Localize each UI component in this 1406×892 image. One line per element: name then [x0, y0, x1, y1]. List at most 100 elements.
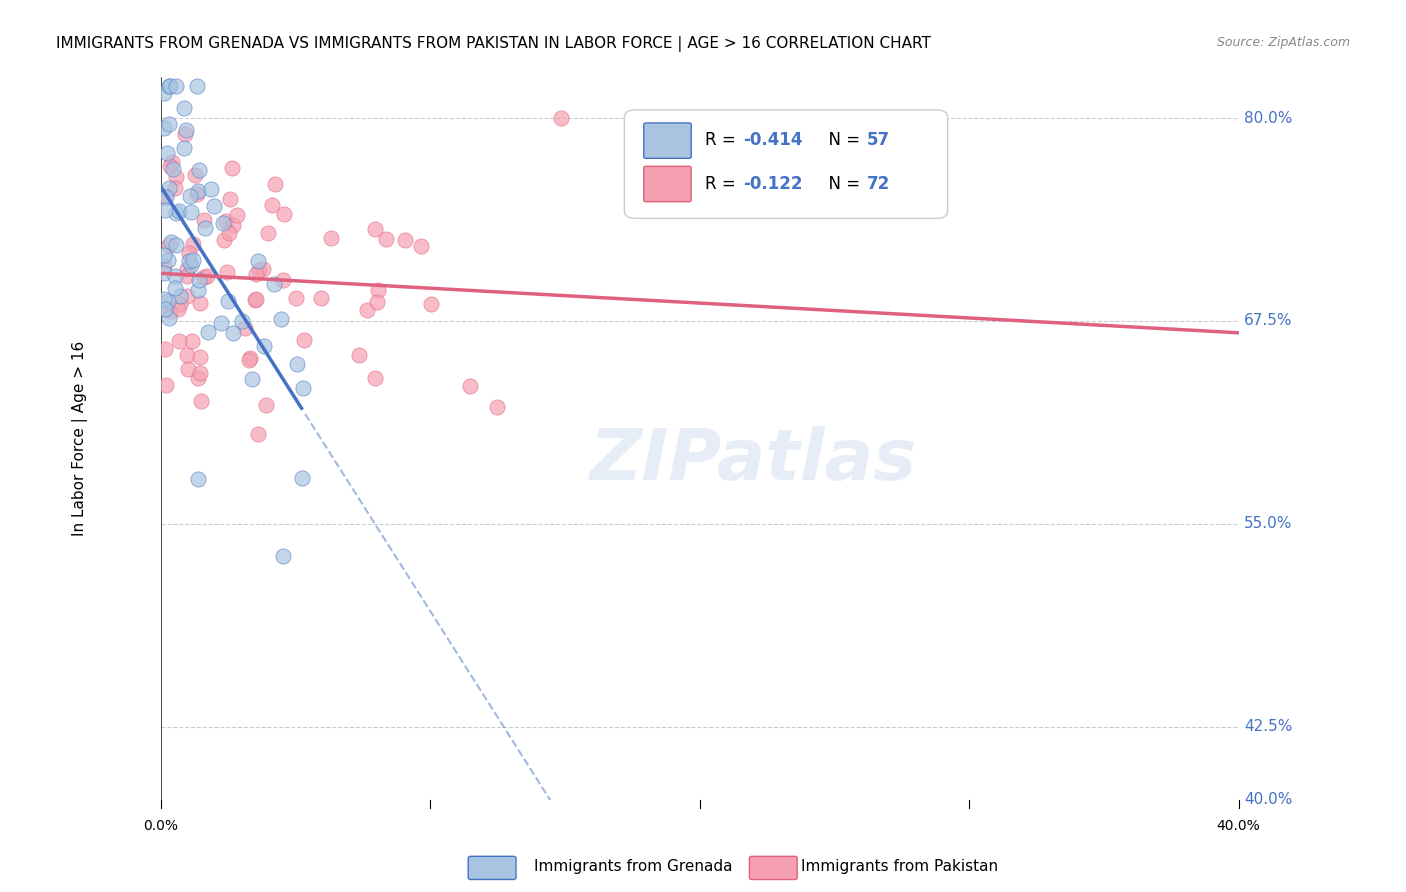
Point: [169, 204, 191, 219]
Point: [550, 111, 572, 125]
Point: [285, 291, 308, 305]
Point: [153, 190, 176, 204]
Point: [212, 216, 235, 230]
Point: [256, 226, 278, 240]
Point: [246, 254, 269, 268]
Point: [238, 353, 260, 368]
Point: [176, 262, 198, 277]
Point: [366, 295, 388, 310]
Point: [364, 221, 387, 235]
Point: [179, 189, 201, 203]
Point: [187, 272, 209, 286]
Point: [180, 334, 202, 348]
Point: [194, 221, 217, 235]
Point: [152, 247, 174, 261]
Point: [188, 350, 211, 364]
Point: [200, 182, 222, 196]
Point: [153, 342, 176, 356]
Point: [177, 362, 200, 376]
Point: [155, 377, 177, 392]
Text: Source: ZipAtlas.com: Source: ZipAtlas.com: [1216, 36, 1350, 49]
Point: [215, 214, 238, 228]
Text: IMMIGRANTS FROM GRENADA VS IMMIGRANTS FROM PAKISTAN IN LABOR FORCE | AGE > 16 CO: IMMIGRANTS FROM GRENADA VS IMMIGRANTS FR…: [56, 36, 931, 52]
Point: [177, 254, 200, 268]
Text: 42.5%: 42.5%: [1244, 719, 1292, 734]
Point: [188, 366, 211, 380]
Point: [152, 86, 174, 100]
FancyBboxPatch shape: [644, 166, 692, 202]
Point: [187, 370, 209, 384]
Point: [270, 311, 292, 326]
Point: [218, 226, 240, 240]
FancyBboxPatch shape: [749, 856, 797, 880]
Text: Immigrants from Pakistan: Immigrants from Pakistan: [801, 859, 998, 874]
Point: [190, 394, 212, 409]
Point: [246, 427, 269, 442]
Point: [460, 378, 482, 392]
Point: [420, 297, 443, 311]
Point: [159, 235, 181, 250]
Point: [292, 333, 315, 347]
Point: [152, 267, 174, 281]
Point: [181, 252, 204, 267]
Point: [153, 301, 176, 316]
Point: [162, 155, 184, 169]
Point: [197, 326, 219, 340]
Point: [159, 159, 181, 173]
Text: 67.5%: 67.5%: [1244, 313, 1292, 328]
Point: [215, 265, 238, 279]
Point: [221, 161, 243, 175]
Point: [291, 470, 314, 484]
Point: [245, 293, 267, 307]
Point: [165, 78, 187, 93]
FancyBboxPatch shape: [624, 110, 948, 219]
Point: [165, 169, 187, 184]
Point: [176, 289, 198, 303]
Point: [222, 218, 245, 232]
Point: [188, 295, 211, 310]
Point: [186, 186, 208, 201]
Point: [273, 207, 295, 221]
Point: [156, 145, 179, 160]
Point: [264, 178, 287, 192]
Point: [163, 268, 186, 283]
Point: [364, 371, 387, 385]
Point: [155, 189, 177, 203]
Point: [152, 120, 174, 135]
Point: [193, 213, 215, 227]
Point: [247, 263, 270, 277]
Text: N =: N =: [818, 131, 866, 149]
Point: [163, 181, 186, 195]
Point: [233, 321, 256, 335]
Point: [291, 381, 314, 395]
Text: 40.0%: 40.0%: [1216, 820, 1261, 833]
Point: [260, 198, 283, 212]
Point: [271, 549, 294, 564]
Point: [263, 277, 285, 292]
Point: [367, 284, 389, 298]
Point: [157, 117, 180, 131]
Point: [169, 297, 191, 311]
Point: [174, 123, 197, 137]
Point: [187, 472, 209, 486]
Point: [222, 326, 245, 340]
Point: [176, 348, 198, 362]
Point: [186, 78, 208, 93]
Point: [167, 334, 190, 349]
Point: [180, 204, 202, 219]
Point: [157, 181, 180, 195]
Point: [219, 192, 242, 206]
Point: [375, 232, 398, 246]
Point: [254, 397, 277, 411]
Text: 72: 72: [868, 176, 890, 194]
Point: [217, 294, 239, 309]
Point: [173, 141, 195, 155]
Point: [183, 169, 205, 183]
Point: [159, 304, 181, 318]
Point: [187, 184, 209, 198]
Point: [181, 236, 204, 251]
Point: [159, 78, 181, 93]
Point: [156, 294, 179, 309]
Point: [157, 78, 180, 93]
Point: [253, 339, 276, 353]
